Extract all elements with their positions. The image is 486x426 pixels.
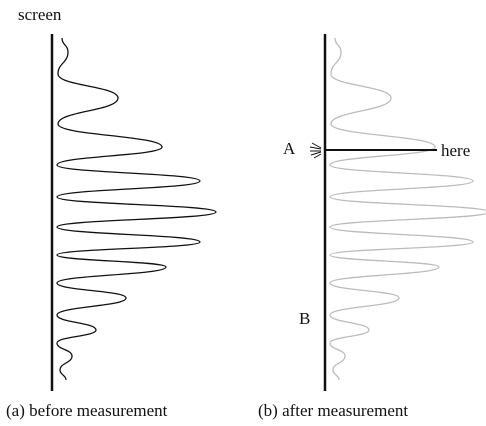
label-a: A — [283, 139, 296, 158]
faded-pattern — [329, 37, 486, 381]
screen-label: screen — [18, 5, 62, 24]
label-b: B — [299, 309, 310, 328]
impact-marks — [309, 142, 322, 159]
caption-b: (b) after measurement — [258, 401, 408, 420]
label-here: here — [441, 141, 470, 160]
caption-a: (a) before measurement — [6, 401, 168, 420]
interference-pattern — [56, 37, 217, 381]
